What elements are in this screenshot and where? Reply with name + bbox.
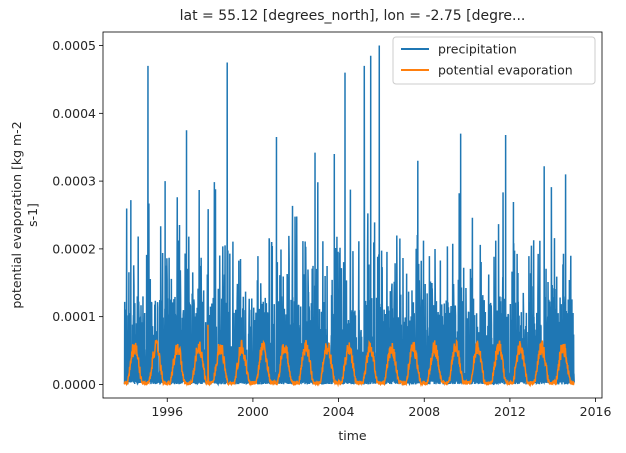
- plot-frame: [102, 31, 603, 399]
- y-tick-label: 0.0004: [52, 106, 96, 121]
- y-tick-label: 0.0001: [52, 309, 96, 324]
- legend: precipitation potential evaporation: [392, 36, 596, 85]
- ticks-layer: 1996 2000 2004 2008 2012 2016 0.0000 0.0001 0.00…: [52, 38, 611, 419]
- y-axis-label-line1: potential evaporation [kg m-2: [9, 121, 24, 308]
- x-tick-label: 2012: [494, 404, 526, 419]
- x-tick-label: 2004: [323, 404, 355, 419]
- x-tick-label: 2008: [408, 404, 440, 419]
- y-tick-label: 0.0002: [52, 241, 96, 256]
- y-tick-label: 0.0000: [52, 377, 96, 392]
- y-axis-label-line2: s-1]: [25, 203, 40, 227]
- x-tick-label: 2016: [580, 404, 612, 419]
- legend-label-precipitation: precipitation: [438, 42, 517, 57]
- chart-title: lat = 55.12 [degrees_north], lon = -2.75…: [180, 8, 526, 24]
- legend-frame: [392, 36, 596, 85]
- x-tick-label: 1996: [151, 404, 183, 419]
- series-layer: [123, 45, 575, 388]
- x-tick-label: 2000: [237, 404, 269, 419]
- axes-layer: [102, 31, 603, 399]
- y-tick-label: 0.0005: [52, 38, 96, 53]
- y-tick-label: 0.0003: [52, 174, 96, 189]
- x-axis-label: time: [338, 428, 367, 443]
- series-potential-evaporation: [123, 324, 575, 388]
- series-precipitation: [123, 45, 575, 387]
- legend-label-potential-evaporation: potential evaporation: [438, 63, 573, 78]
